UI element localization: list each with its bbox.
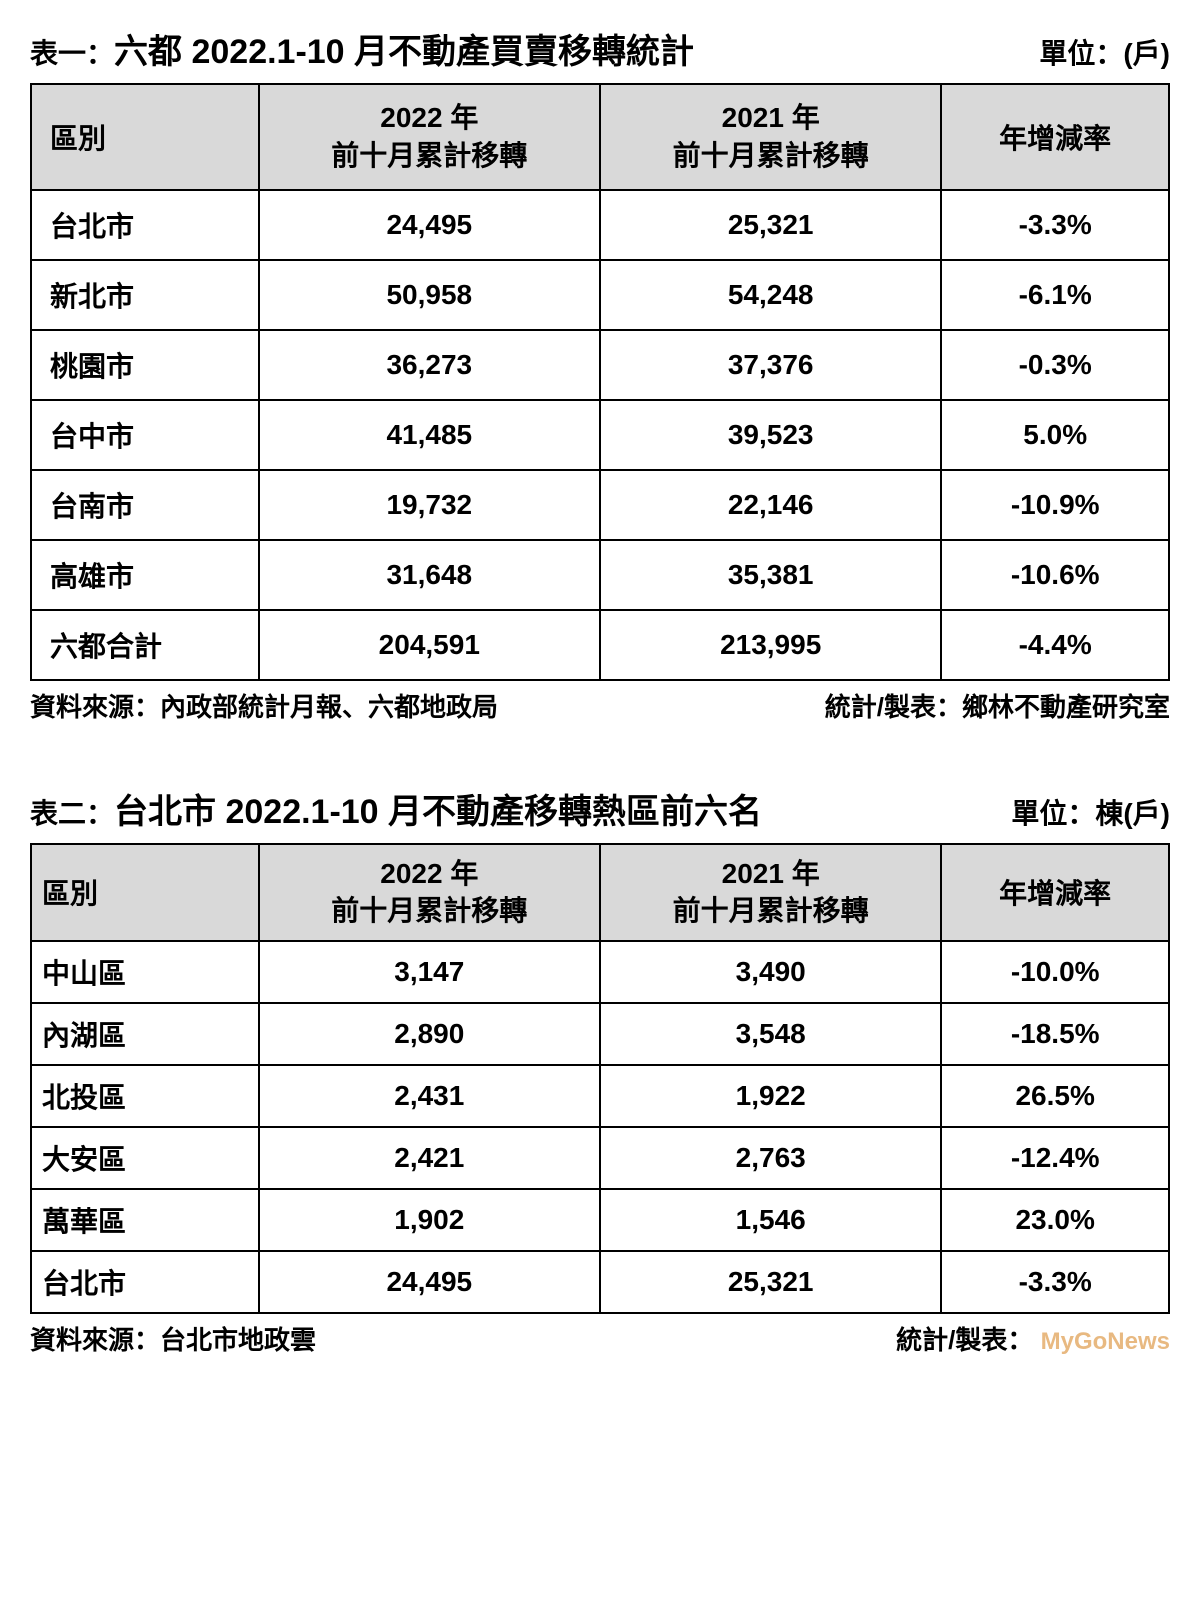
table-row: 內湖區2,8903,548-18.5% (31, 1003, 1169, 1065)
table1-source: 資料來源：內政部統計月報、六都地政局 (30, 687, 498, 724)
region-cell: 台中市 (31, 400, 259, 470)
region-cell: 高雄市 (31, 540, 259, 610)
region-cell: 大安區 (31, 1127, 259, 1189)
value-cell: 19,732 (259, 470, 600, 540)
table-row: 萬華區1,9021,54623.0% (31, 1189, 1169, 1251)
table2-footer: 資料來源：台北市地政雲 統計/製表： MyGoNews (30, 1320, 1170, 1357)
table-row: 北投區2,4311,92226.5% (31, 1065, 1169, 1127)
watermark-logo: MyGoNews (1041, 1328, 1170, 1355)
table2-label: 表二： (30, 798, 114, 829)
value-cell: 3,147 (259, 941, 600, 1003)
value-cell: 1,902 (259, 1189, 600, 1251)
table-row: 桃園市36,27337,376-0.3% (31, 330, 1169, 400)
value-cell: 2,431 (259, 1065, 600, 1127)
table-row: 中山區3,1473,490-10.0% (31, 941, 1169, 1003)
table1-title-row: 表一：六都 2022.1-10 月不動產買賣移轉統計 單位：(戶) (30, 24, 1170, 73)
table-row: 台中市41,48539,5235.0% (31, 400, 1169, 470)
table2-title-row: 表二：台北市 2022.1-10 月不動產移轉熱區前六名 單位：棟(戶) (30, 784, 1170, 833)
value-cell: 2,421 (259, 1127, 600, 1189)
table2-credit-wrap: 統計/製表： MyGoNews (896, 1320, 1170, 1357)
table2-credit: 統計/製表： (896, 1325, 1033, 1355)
value-cell: 35,381 (600, 540, 941, 610)
value-cell: 204,591 (259, 610, 600, 680)
value-cell: -12.4% (941, 1127, 1169, 1189)
value-cell: 3,490 (600, 941, 941, 1003)
region-cell: 台北市 (31, 1251, 259, 1313)
region-cell: 台北市 (31, 190, 259, 260)
region-cell: 內湖區 (31, 1003, 259, 1065)
table2-title: 表二：台北市 2022.1-10 月不動產移轉熱區前六名 (30, 784, 762, 833)
table1-title-text: 六都 2022.1-10 月不動產買賣移轉統計 (114, 33, 694, 71)
col-header-region: 區別 (31, 84, 259, 190)
value-cell: -6.1% (941, 260, 1169, 330)
value-cell: -10.9% (941, 470, 1169, 540)
value-cell: 25,321 (600, 1251, 941, 1313)
value-cell: 3,548 (600, 1003, 941, 1065)
table2-source: 資料來源：台北市地政雲 (30, 1320, 316, 1357)
table-row: 六都合計204,591213,995-4.4% (31, 610, 1169, 680)
value-cell: 1,546 (600, 1189, 941, 1251)
table2-title-text: 台北市 2022.1-10 月不動產移轉熱區前六名 (114, 793, 762, 831)
col-header-2021: 2021 年前十月累計移轉 (600, 844, 941, 942)
value-cell: 31,648 (259, 540, 600, 610)
value-cell: -18.5% (941, 1003, 1169, 1065)
value-cell: 26.5% (941, 1065, 1169, 1127)
table-row: 大安區2,4212,763-12.4% (31, 1127, 1169, 1189)
value-cell: 5.0% (941, 400, 1169, 470)
value-cell: 39,523 (600, 400, 941, 470)
value-cell: -0.3% (941, 330, 1169, 400)
value-cell: 22,146 (600, 470, 941, 540)
region-cell: 六都合計 (31, 610, 259, 680)
table2-header-row: 區別 2022 年前十月累計移轉 2021 年前十月累計移轉 年增減率 (31, 844, 1169, 942)
table2: 區別 2022 年前十月累計移轉 2021 年前十月累計移轉 年增減率 中山區3… (30, 843, 1170, 1315)
value-cell: -10.6% (941, 540, 1169, 610)
value-cell: 54,248 (600, 260, 941, 330)
table2-block: 表二：台北市 2022.1-10 月不動產移轉熱區前六名 單位：棟(戶) 區別 … (30, 784, 1170, 1358)
table1-block: 表一：六都 2022.1-10 月不動產買賣移轉統計 單位：(戶) 區別 202… (30, 24, 1170, 724)
table-row: 新北市50,95854,248-6.1% (31, 260, 1169, 330)
table1-footer: 資料來源：內政部統計月報、六都地政局 統計/製表：鄉林不動產研究室 (30, 687, 1170, 724)
table2-unit: 單位：棟(戶) (1011, 792, 1170, 832)
col-header-2022: 2022 年前十月累計移轉 (259, 84, 600, 190)
table1: 區別 2022 年前十月累計移轉 2021 年前十月累計移轉 年增減率 台北市2… (30, 83, 1170, 681)
value-cell: -4.4% (941, 610, 1169, 680)
table-row: 台南市19,73222,146-10.9% (31, 470, 1169, 540)
col-header-2022: 2022 年前十月累計移轉 (259, 844, 600, 942)
value-cell: 2,763 (600, 1127, 941, 1189)
value-cell: -10.0% (941, 941, 1169, 1003)
table1-credit: 統計/製表：鄉林不動產研究室 (825, 687, 1170, 724)
value-cell: 24,495 (259, 190, 600, 260)
value-cell: 36,273 (259, 330, 600, 400)
col-header-rate: 年增減率 (941, 844, 1169, 942)
col-header-rate: 年增減率 (941, 84, 1169, 190)
region-cell: 台南市 (31, 470, 259, 540)
region-cell: 桃園市 (31, 330, 259, 400)
value-cell: 25,321 (600, 190, 941, 260)
value-cell: 23.0% (941, 1189, 1169, 1251)
value-cell: -3.3% (941, 190, 1169, 260)
value-cell: 1,922 (600, 1065, 941, 1127)
table1-unit: 單位：(戶) (1039, 32, 1170, 72)
table-row: 台北市24,49525,321-3.3% (31, 190, 1169, 260)
region-cell: 新北市 (31, 260, 259, 330)
table1-header-row: 區別 2022 年前十月累計移轉 2021 年前十月累計移轉 年增減率 (31, 84, 1169, 190)
value-cell: 37,376 (600, 330, 941, 400)
table-row: 高雄市31,64835,381-10.6% (31, 540, 1169, 610)
region-cell: 萬華區 (31, 1189, 259, 1251)
col-header-2021: 2021 年前十月累計移轉 (600, 84, 941, 190)
col-header-region: 區別 (31, 844, 259, 942)
value-cell: 24,495 (259, 1251, 600, 1313)
value-cell: 2,890 (259, 1003, 600, 1065)
table1-body: 台北市24,49525,321-3.3%新北市50,95854,248-6.1%… (31, 190, 1169, 680)
region-cell: 北投區 (31, 1065, 259, 1127)
table2-body: 中山區3,1473,490-10.0%內湖區2,8903,548-18.5%北投… (31, 941, 1169, 1313)
region-cell: 中山區 (31, 941, 259, 1003)
value-cell: 213,995 (600, 610, 941, 680)
table1-label: 表一： (30, 38, 114, 69)
value-cell: 41,485 (259, 400, 600, 470)
value-cell: -3.3% (941, 1251, 1169, 1313)
value-cell: 50,958 (259, 260, 600, 330)
table1-title: 表一：六都 2022.1-10 月不動產買賣移轉統計 (30, 24, 694, 73)
table-row: 台北市24,49525,321-3.3% (31, 1251, 1169, 1313)
